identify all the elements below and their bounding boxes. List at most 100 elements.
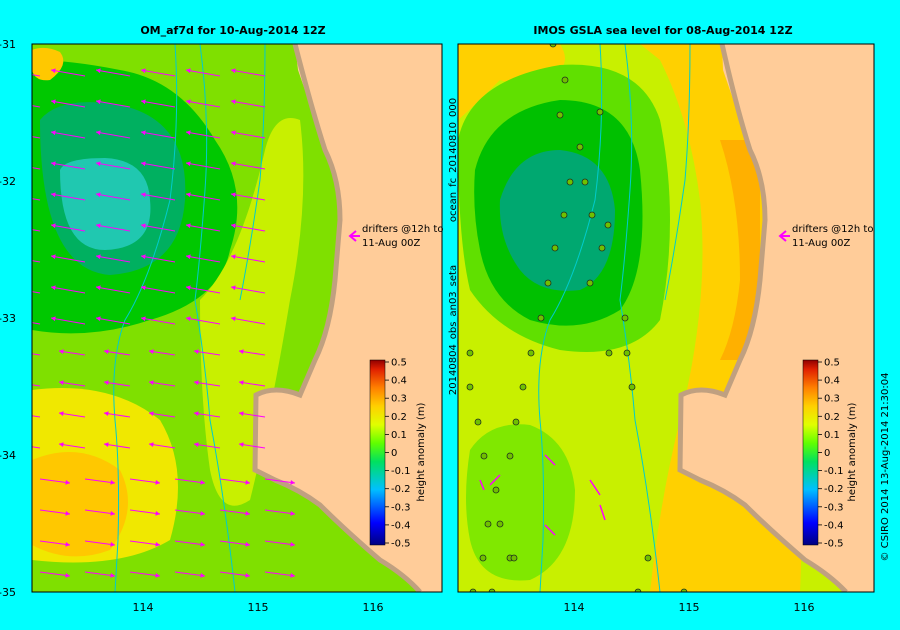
current-vector-head <box>155 511 160 516</box>
current-vector <box>185 100 221 108</box>
current-vector-head <box>194 349 199 355</box>
current-vector-head <box>6 99 11 104</box>
current-vector-head <box>96 316 101 322</box>
current-vector <box>174 478 206 484</box>
current-vector <box>140 69 176 77</box>
left-y-tick: -32 <box>0 175 16 188</box>
left-drifter-legend: drifters @12h to 11-Aug 00Z <box>348 224 443 249</box>
right-bathy-50m <box>619 44 661 592</box>
observation-point <box>634 588 642 592</box>
current-vector <box>32 260 41 263</box>
current-vector-head <box>186 130 191 136</box>
colorbar-tick-label: 0.3 <box>824 394 840 405</box>
current-vector <box>185 286 221 294</box>
right-low-anomaly-core <box>499 150 615 291</box>
observation-point <box>581 178 589 186</box>
current-vector-head <box>231 285 236 291</box>
current-vector-head <box>245 480 250 485</box>
current-vector-head <box>51 192 56 198</box>
current-vector <box>140 286 176 294</box>
current-vector <box>174 571 206 577</box>
current-vector <box>50 286 86 294</box>
colorbar-tick-label: 0.2 <box>391 412 407 423</box>
current-vector <box>95 286 131 294</box>
current-vector-head <box>149 380 154 386</box>
current-vector-head <box>110 480 115 485</box>
drifter-arrow-head-icon <box>348 230 357 242</box>
current-vector <box>32 353 41 356</box>
right-map-frame <box>457 43 875 593</box>
colorbar-tick-label: 0 <box>824 448 830 459</box>
left-map-panel: OM_af7d for 10-Aug-2014 12Z -31 -32 <box>0 24 443 614</box>
right-high-anomaly-core <box>720 140 760 360</box>
right-observation-points <box>466 44 688 592</box>
current-vector <box>219 540 251 546</box>
current-vector <box>32 322 41 325</box>
current-vector <box>32 105 41 108</box>
colorbar-tick-label: 0.5 <box>824 358 840 369</box>
right-coastline <box>677 44 848 592</box>
current-vector <box>230 224 266 232</box>
left-x-tick: 114 <box>133 601 154 614</box>
current-vector <box>39 540 71 546</box>
current-vector-head <box>141 223 146 229</box>
drifter-vector <box>544 524 556 536</box>
colorbar-tick-label: 0.2 <box>824 412 840 423</box>
current-vector <box>32 198 41 201</box>
current-vector-head <box>290 573 295 578</box>
current-vector <box>230 100 266 108</box>
left-shelf-anomaly <box>200 118 304 506</box>
colorbar-tick-label: -0.5 <box>824 539 844 550</box>
colorbar-tick-label: -0.3 <box>824 502 844 513</box>
left-colorbar-scale <box>369 359 386 546</box>
current-vector-head <box>245 511 250 516</box>
current-vector <box>32 74 41 77</box>
left-bathy-inshore <box>239 44 266 301</box>
observation-point <box>527 349 535 357</box>
current-vector-head <box>96 68 101 74</box>
current-vector-head <box>96 99 101 105</box>
drifter-vector <box>544 454 556 466</box>
current-vector <box>39 509 71 515</box>
left-high-anomaly-north <box>32 47 64 81</box>
left-y-axis: -31 -32 -33 -34 -35 <box>0 38 16 599</box>
left-panel-title: OM_af7d for 10-Aug-2014 12Z <box>140 24 325 37</box>
current-vector-head <box>104 349 109 355</box>
left-colorbar-ticks: 0.5 0.4 0.3 0.2 0.1 0 -0.1 -0.2 -0.3 -0.4 -0.5 <box>385 358 411 550</box>
current-vector-head <box>51 68 56 74</box>
current-vector <box>95 317 131 325</box>
observation-point <box>484 520 492 528</box>
observation-point <box>488 588 496 592</box>
current-vector-head <box>6 161 11 166</box>
current-vector <box>185 317 221 325</box>
current-vector <box>32 136 41 139</box>
colorbar-tick-label: 0.3 <box>391 394 407 405</box>
current-vector <box>264 540 296 546</box>
current-vector-head <box>59 380 64 386</box>
current-vector-head <box>65 480 70 485</box>
left-x-axis: 114 115 116 <box>133 601 384 614</box>
current-vector <box>140 131 176 139</box>
current-vector-head <box>110 573 115 578</box>
observation-point <box>519 383 527 391</box>
current-vector <box>95 255 131 263</box>
left-x-tick: 116 <box>363 601 384 614</box>
current-vector-head <box>6 192 11 197</box>
current-vector <box>185 69 221 77</box>
current-vector-head <box>186 285 191 291</box>
left-drifter-note-1: drifters @12h to <box>362 224 443 235</box>
colorbar-tick-label: 0.4 <box>391 376 407 387</box>
current-vector-head <box>149 442 154 448</box>
colorbar-tick-label: -0.3 <box>391 502 411 513</box>
current-vector-head <box>290 542 295 547</box>
observation-point <box>537 314 545 322</box>
left-y-tick: -33 <box>0 312 16 325</box>
left-current-vectors <box>6 68 296 578</box>
drifter-vector <box>479 479 485 491</box>
current-vector-head <box>149 411 154 417</box>
current-vector-head <box>14 411 19 416</box>
current-vector-head <box>141 316 146 322</box>
right-colorbar: 0.5 0.4 0.3 0.2 0.1 0 -0.1 -0.2 -0.3 -0.4 -0.5 hei… <box>802 358 858 550</box>
right-x-tick: 116 <box>794 601 815 614</box>
